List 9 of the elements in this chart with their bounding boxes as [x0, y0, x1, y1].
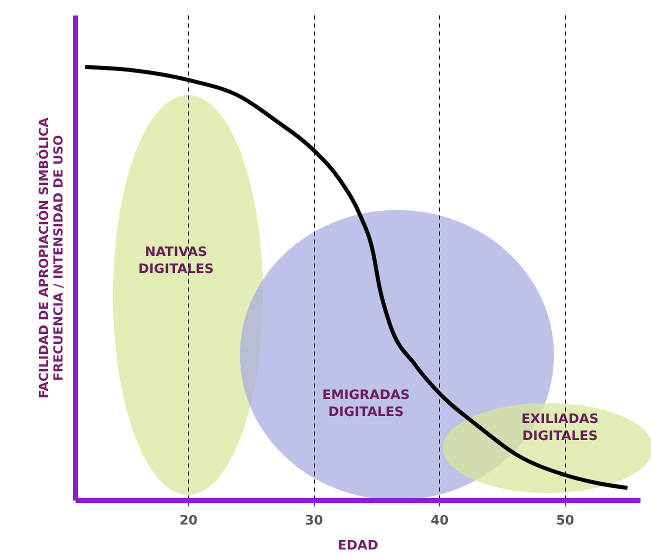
- annotation: EXILIADAS DIGITALES: [521, 412, 599, 444]
- x-tick-label: 50: [556, 514, 574, 528]
- y-axis-title: FACILIDAD DE APROPIACIÓN SIMBÓLICA FRECUENCIA / INTENSIDAD DE USO: [36, 117, 66, 398]
- annotation: NATIVAS DIGITALES: [138, 245, 214, 277]
- x-axis-title: EDAD: [338, 538, 378, 554]
- x-tick-label: 30: [305, 514, 324, 528]
- x-tick-label: 20: [179, 514, 198, 528]
- annotation: EMIGRADAS DIGITALES: [322, 388, 410, 420]
- x-tick-label: 40: [430, 514, 449, 528]
